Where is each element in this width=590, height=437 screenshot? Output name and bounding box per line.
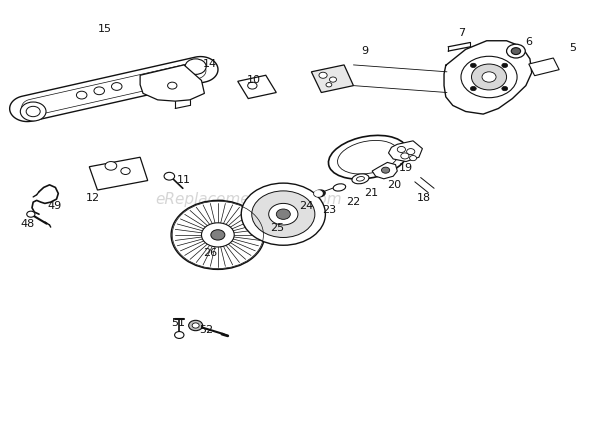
Circle shape: [471, 64, 507, 90]
Circle shape: [189, 320, 202, 331]
Circle shape: [20, 102, 46, 121]
Circle shape: [202, 223, 234, 247]
Circle shape: [168, 82, 177, 89]
Circle shape: [241, 183, 326, 245]
Text: 25: 25: [270, 223, 284, 233]
Text: 51: 51: [171, 318, 185, 328]
Circle shape: [470, 63, 476, 68]
Circle shape: [470, 87, 476, 91]
Text: 48: 48: [20, 218, 34, 229]
Circle shape: [252, 191, 315, 237]
Circle shape: [268, 203, 298, 225]
Ellipse shape: [329, 135, 408, 179]
Polygon shape: [238, 75, 276, 99]
Circle shape: [185, 59, 206, 74]
Polygon shape: [140, 65, 204, 101]
Circle shape: [382, 167, 389, 173]
Circle shape: [512, 48, 520, 55]
Polygon shape: [388, 141, 422, 162]
Text: 5: 5: [569, 43, 576, 53]
Circle shape: [319, 72, 327, 78]
Text: 19: 19: [399, 163, 413, 173]
Ellipse shape: [333, 184, 346, 191]
Text: 49: 49: [47, 201, 61, 211]
Circle shape: [112, 83, 122, 90]
Circle shape: [171, 201, 264, 269]
Polygon shape: [22, 62, 206, 115]
Text: 18: 18: [417, 193, 431, 203]
Circle shape: [502, 63, 507, 68]
Circle shape: [507, 44, 525, 58]
Text: 52: 52: [199, 325, 213, 335]
Ellipse shape: [356, 177, 365, 181]
Text: 14: 14: [203, 59, 217, 69]
Circle shape: [105, 162, 117, 170]
Circle shape: [401, 153, 409, 159]
Circle shape: [461, 56, 517, 98]
Circle shape: [276, 209, 290, 219]
Text: 24: 24: [300, 201, 314, 211]
Circle shape: [314, 191, 323, 197]
Circle shape: [77, 91, 87, 99]
Circle shape: [175, 332, 184, 338]
Polygon shape: [89, 157, 148, 190]
Circle shape: [248, 82, 257, 89]
Circle shape: [121, 168, 130, 174]
Circle shape: [164, 172, 175, 180]
Polygon shape: [529, 58, 559, 76]
Circle shape: [329, 77, 336, 82]
Text: 12: 12: [86, 193, 100, 203]
Text: 23: 23: [322, 205, 336, 215]
Text: 26: 26: [203, 248, 217, 258]
Text: 11: 11: [177, 175, 191, 185]
Polygon shape: [372, 163, 397, 179]
Circle shape: [482, 72, 496, 82]
Circle shape: [502, 87, 507, 91]
Circle shape: [407, 149, 415, 155]
Text: 22: 22: [346, 197, 360, 207]
Polygon shape: [9, 56, 218, 121]
Text: 15: 15: [98, 24, 112, 34]
Text: 21: 21: [364, 187, 378, 198]
Circle shape: [397, 146, 405, 153]
Circle shape: [409, 156, 417, 161]
Circle shape: [211, 230, 225, 240]
Text: 20: 20: [387, 180, 401, 190]
Text: 6: 6: [525, 37, 532, 47]
Circle shape: [326, 83, 332, 87]
Circle shape: [94, 87, 104, 95]
Ellipse shape: [314, 190, 325, 197]
Ellipse shape: [352, 174, 369, 184]
Text: 7: 7: [458, 28, 465, 38]
Circle shape: [192, 323, 199, 328]
Ellipse shape: [337, 140, 399, 174]
Text: 9: 9: [362, 46, 369, 56]
Circle shape: [26, 106, 40, 117]
Polygon shape: [312, 65, 353, 93]
Text: eReplacementParts.com: eReplacementParts.com: [155, 191, 342, 207]
Circle shape: [27, 211, 35, 217]
Text: 10: 10: [247, 76, 261, 86]
